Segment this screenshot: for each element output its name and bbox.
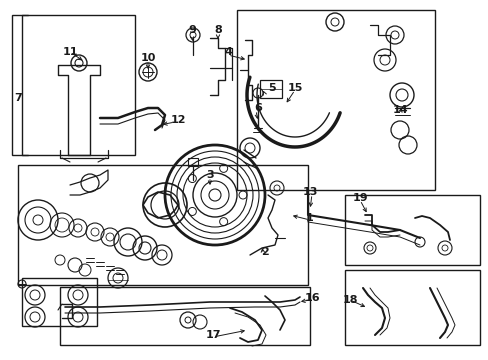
Bar [187, 158, 198, 166]
Text: 19: 19 [351, 193, 367, 203]
Text: 4: 4 [224, 47, 231, 57]
Bar [237, 10, 434, 190]
Text: 2: 2 [261, 247, 268, 257]
Text: 11: 11 [62, 47, 78, 57]
Bar [60, 287, 309, 345]
Text: 1: 1 [305, 213, 313, 223]
Text: 13: 13 [302, 187, 317, 197]
Text: 3: 3 [206, 170, 213, 180]
Bar [22, 278, 97, 326]
Text: 9: 9 [188, 25, 196, 35]
Bar [18, 165, 307, 285]
Bar [345, 270, 479, 345]
Text: 16: 16 [304, 293, 319, 303]
Text: 6: 6 [254, 103, 262, 113]
Text: 15: 15 [287, 83, 302, 93]
Text: 5: 5 [267, 83, 275, 93]
Text: 7: 7 [14, 93, 22, 103]
Bar [12, 15, 135, 155]
Text: 17: 17 [205, 330, 220, 340]
Text: 14: 14 [391, 105, 407, 115]
Bar [260, 80, 282, 98]
Text: 8: 8 [214, 25, 222, 35]
Text: 10: 10 [140, 53, 155, 63]
Text: 12: 12 [170, 115, 185, 125]
Text: 18: 18 [342, 295, 357, 305]
Bar [345, 195, 479, 265]
